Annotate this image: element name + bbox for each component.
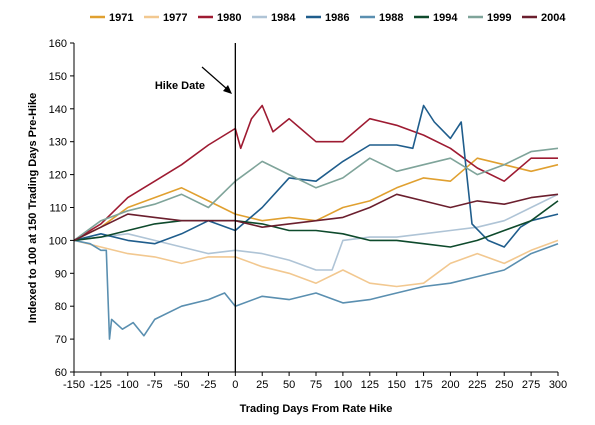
series-line-1980 [73, 104, 558, 242]
y-tick-label: 130 [49, 137, 67, 149]
legend: 1971 1977 1980 1984 1986 1988 1994 1999 2004 [90, 12, 566, 24]
legend-label-1986: 1986 [325, 12, 349, 24]
y-tick-label: 140 [49, 104, 67, 116]
x-axis-title: Trading Days From Rate Hike [240, 403, 393, 415]
series-line-1977 [73, 239, 559, 288]
y-tick-label: 160 [49, 38, 67, 50]
series-line-1994 [73, 200, 559, 248]
legend-label-1994: 1994 [433, 12, 458, 24]
legend-label-1988: 1988 [379, 12, 403, 24]
y-tick-label: 90 [55, 268, 67, 280]
x-tick-label: -150 [63, 379, 85, 391]
x-tick-label: 25 [256, 379, 268, 391]
legend-label-1999: 1999 [487, 12, 511, 24]
legend-label-1971: 1971 [109, 12, 133, 24]
legend-label-1984: 1984 [271, 12, 296, 24]
x-tick-label: -75 [147, 379, 163, 391]
y-tick-label: 80 [55, 301, 67, 313]
legend-label-1980: 1980 [217, 12, 241, 24]
y-tick-label: 120 [49, 170, 67, 182]
hike-date-arrow [201, 66, 228, 90]
x-ticks: -150 -125 -100 -75 -50 -25 0 25 50 75 100 125 150 175… [63, 372, 567, 391]
x-tick-label: 200 [441, 379, 459, 391]
x-tick-label: 250 [495, 379, 513, 391]
x-tick-label: 300 [549, 379, 567, 391]
x-tick-label: 100 [334, 379, 352, 391]
series-lines [73, 104, 559, 340]
y-tick-label: 70 [55, 334, 67, 346]
x-tick-label: -100 [117, 379, 139, 391]
x-tick-label: 175 [414, 379, 432, 391]
x-tick-label: 225 [468, 379, 486, 391]
x-tick-label: 125 [361, 379, 379, 391]
x-tick-label: 75 [310, 379, 322, 391]
y-tick-label: 60 [55, 367, 67, 379]
series-line-1999 [73, 147, 559, 242]
y-axis-title: Indexed to 100 at 150 Trading Days Pre-H… [27, 93, 39, 323]
y-tick-label: 150 [49, 71, 67, 83]
hike-date-label: Hike Date [155, 80, 205, 92]
y-tick-label: 100 [49, 235, 67, 247]
x-tick-label: 50 [283, 379, 295, 391]
series-line-1988 [73, 239, 559, 340]
y-tick-label: 110 [49, 203, 67, 215]
arrowhead-icon [223, 85, 232, 94]
x-tick-label: -125 [90, 379, 112, 391]
legend-label-1977: 1977 [163, 12, 187, 24]
y-ticks: 60 70 80 90 100 110 120 130 140 150 160 [49, 38, 74, 379]
x-tick-label: -25 [200, 379, 216, 391]
x-tick-label: 275 [522, 379, 540, 391]
x-tick-label: 150 [387, 379, 405, 391]
legend-label-2004: 2004 [541, 12, 566, 24]
series-line-1971 [73, 157, 559, 242]
x-tick-label: -50 [174, 379, 190, 391]
axes [73, 43, 558, 373]
series-line-2004 [73, 193, 559, 242]
x-tick-label: 0 [232, 379, 238, 391]
series-line-1986 [73, 104, 559, 248]
